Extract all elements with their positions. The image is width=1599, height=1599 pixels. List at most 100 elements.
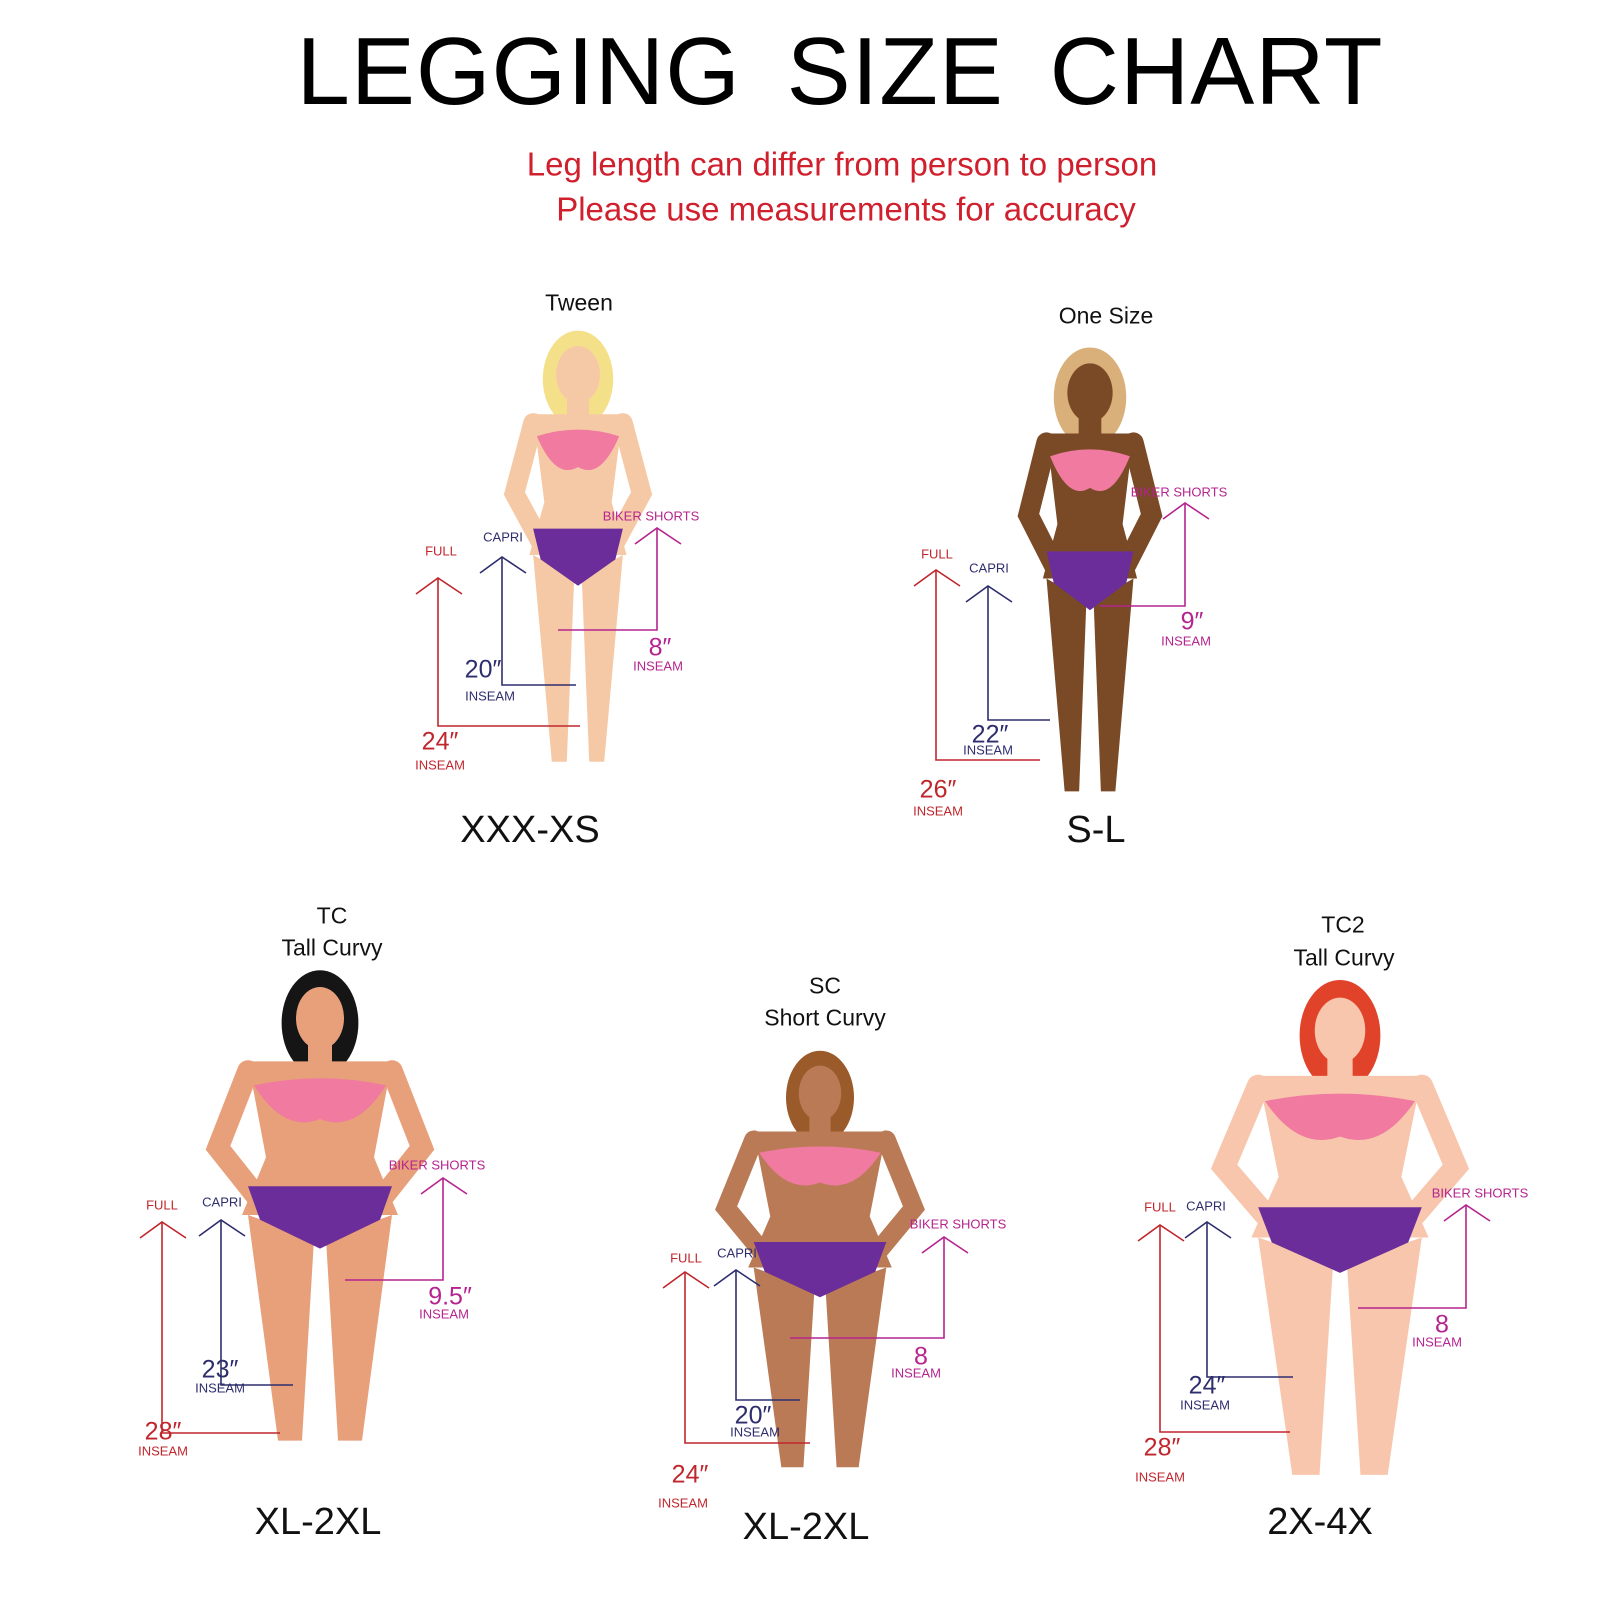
- face: [556, 346, 600, 404]
- bra: [759, 1146, 881, 1186]
- biker-label: BIKER SHORTS: [1431, 1185, 1529, 1201]
- capri-label: CAPRI: [969, 560, 1009, 576]
- face: [296, 987, 344, 1050]
- full-label: FULL: [921, 546, 953, 562]
- size-range: S-L: [1066, 809, 1126, 851]
- capri-inseam-label: INSEAM: [465, 688, 515, 704]
- left-arm: [1210, 1074, 1284, 1234]
- full-inseam-label: INSEAM: [658, 1495, 708, 1511]
- full-inseam-value: 28″: [1143, 1433, 1181, 1462]
- capri-inseam-value: 22″: [971, 720, 1009, 749]
- right-leg: [1346, 1237, 1422, 1475]
- capri-inseam-label: INSEAM: [195, 1380, 245, 1396]
- biker-label: BIKER SHORTS: [1130, 484, 1228, 500]
- bra: [1265, 1093, 1415, 1140]
- full-inseam-label: INSEAM: [1135, 1469, 1185, 1485]
- right-arm: [605, 413, 653, 552]
- category-label: SC: [809, 972, 841, 999]
- figure-illustration: [205, 970, 435, 1441]
- page-title: LEGGING SIZE CHART: [296, 18, 1384, 125]
- figure-illustration: [503, 330, 653, 762]
- face: [1067, 363, 1113, 423]
- biker-inseam-label: INSEAM: [891, 1365, 941, 1381]
- left-arm: [1017, 432, 1064, 576]
- capri-label: CAPRI: [202, 1194, 242, 1210]
- biker-inseam-label: INSEAM: [419, 1306, 469, 1322]
- capri-inseam-label: INSEAM: [963, 742, 1013, 758]
- right-leg: [825, 1267, 887, 1468]
- right-arm: [865, 1130, 925, 1265]
- category-label: TC2: [1321, 911, 1365, 938]
- capri-label: CAPRI: [483, 529, 523, 545]
- right-leg: [326, 1215, 392, 1441]
- biker-inseam-label: INSEAM: [633, 658, 683, 674]
- biker-shorts-arrow: [1100, 502, 1210, 607]
- full-inseam-label: INSEAM: [138, 1443, 188, 1459]
- left-leg: [753, 1267, 815, 1468]
- briefs: [1046, 551, 1134, 611]
- bra: [536, 429, 620, 471]
- full-label: FULL: [670, 1250, 702, 1266]
- full-length-arrow: [415, 577, 580, 727]
- capri-arrow: [1184, 1221, 1293, 1378]
- full-label: FULL: [146, 1197, 178, 1213]
- full-length-arrow: [662, 1271, 810, 1444]
- left-arm: [503, 413, 551, 552]
- face: [1314, 997, 1366, 1064]
- biker-inseam-label: INSEAM: [1412, 1334, 1462, 1350]
- full-inseam-value: 26″: [919, 775, 957, 804]
- capri-arrow: [479, 556, 576, 686]
- briefs: [248, 1186, 392, 1249]
- left-leg: [1258, 1237, 1334, 1475]
- left-arm: [715, 1130, 775, 1265]
- biker-label: BIKER SHORTS: [909, 1216, 1007, 1232]
- capri-arrow: [965, 585, 1050, 721]
- capri-inseam-value: 20″: [464, 655, 502, 684]
- biker-shorts-arrow: [345, 1177, 468, 1281]
- biker-shorts-arrow: [790, 1236, 969, 1339]
- full-length-arrow: [913, 569, 1040, 761]
- right-arm: [369, 1060, 435, 1212]
- biker-shorts-arrow: [558, 527, 682, 631]
- briefs: [1258, 1207, 1422, 1273]
- capri-arrow: [198, 1219, 293, 1386]
- biker-inseam-value: 8: [1435, 1310, 1449, 1339]
- face: [798, 1065, 842, 1121]
- figure-illustration: [1210, 979, 1470, 1475]
- category-label: Tall Curvy: [281, 934, 383, 961]
- full-label: FULL: [425, 543, 457, 559]
- capri-label: CAPRI: [717, 1245, 757, 1261]
- left-leg: [1046, 578, 1087, 792]
- right-arm: [1116, 432, 1163, 576]
- left-leg: [248, 1215, 314, 1441]
- size-range: XL-2XL: [742, 1506, 870, 1548]
- full-label: FULL: [1144, 1199, 1176, 1215]
- category-label: Short Curvy: [764, 1004, 886, 1031]
- biker-label: BIKER SHORTS: [388, 1157, 486, 1173]
- capri-inseam-value: 24″: [1188, 1371, 1226, 1400]
- full-inseam-label: INSEAM: [415, 757, 465, 773]
- category-label: Tall Curvy: [1293, 944, 1395, 971]
- biker-inseam-value: 9.5″: [428, 1282, 472, 1311]
- category-label: TC: [316, 902, 348, 929]
- right-leg: [581, 555, 623, 762]
- capri-inseam-value: 23″: [201, 1355, 239, 1384]
- right-arm: [1396, 1074, 1470, 1234]
- biker-inseam-label: INSEAM: [1161, 633, 1211, 649]
- figure-illustration: [715, 1050, 925, 1468]
- full-inseam-value: 24″: [671, 1460, 709, 1489]
- biker-inseam-value: 9″: [1180, 607, 1204, 636]
- bra: [254, 1078, 386, 1123]
- figure-illustration: [1017, 347, 1163, 792]
- biker-shorts-arrow: [1358, 1204, 1491, 1309]
- briefs: [753, 1242, 887, 1298]
- full-inseam-value: 28″: [144, 1417, 182, 1446]
- full-length-arrow: [1137, 1224, 1290, 1433]
- biker-label: BIKER SHORTS: [602, 508, 700, 524]
- right-leg: [1093, 578, 1134, 792]
- capri-arrow: [713, 1269, 800, 1401]
- size-range: XL-2XL: [254, 1501, 382, 1543]
- category-label: Tween: [545, 289, 613, 316]
- subtitle-line-1: Leg length can differ from person to per…: [526, 145, 1158, 183]
